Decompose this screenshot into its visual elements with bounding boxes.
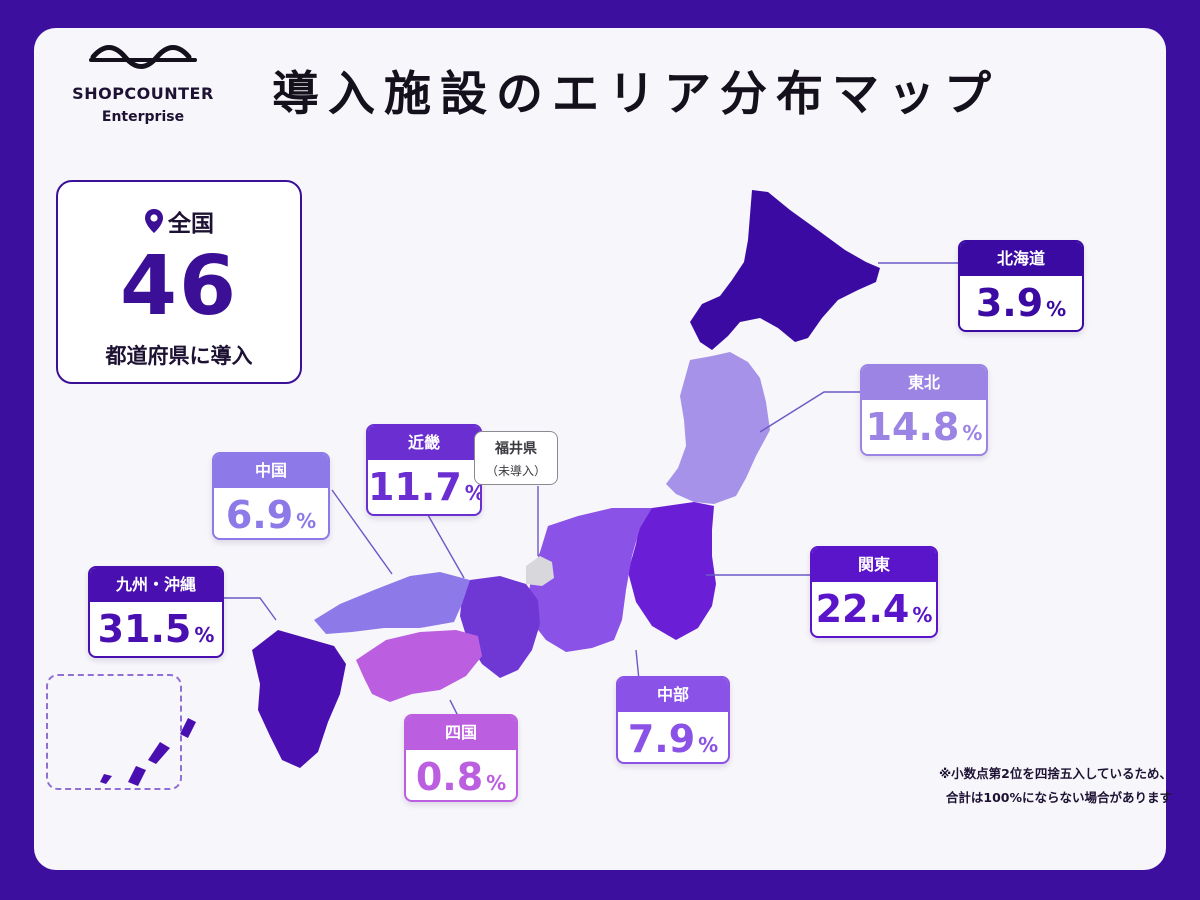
region-shape-chubu[interactable] <box>528 508 652 652</box>
region-shape-tohoku[interactable] <box>666 352 770 504</box>
region-name: 四国 <box>406 716 516 750</box>
brand-sub: Enterprise <box>101 109 185 125</box>
region-shape-kanto[interactable] <box>628 502 716 640</box>
region-shape-kyushu[interactable] <box>252 630 346 768</box>
summary-label: 全国 <box>168 211 214 237</box>
region-unit: % <box>486 771 507 795</box>
region-label-kinki[interactable]: 近畿 11.7% <box>366 424 482 516</box>
region-value: 11.7 <box>368 465 462 509</box>
region-name: 中部 <box>618 678 728 712</box>
region-label-chugoku[interactable]: 中国 6.9% <box>212 452 330 540</box>
region-label-chubu[interactable]: 中部 7.9% <box>616 676 730 764</box>
region-name: 近畿 <box>368 426 480 460</box>
page-title: 導入施設のエリア分布マップ <box>272 67 1000 122</box>
region-shape-chugoku[interactable] <box>314 572 470 634</box>
region-label-kanto[interactable]: 関東 22.4% <box>810 546 938 638</box>
region-value: 6.9 <box>225 493 294 537</box>
brand-name: SHOPCOUNTER <box>72 84 214 103</box>
region-value: 0.8 <box>415 755 484 799</box>
okinawa-islands <box>100 718 196 786</box>
region-name: 関東 <box>812 548 936 582</box>
leader-lines <box>222 262 958 721</box>
fukui-status: （未導入） <box>485 464 546 478</box>
region-name: 東北 <box>862 366 986 400</box>
summary-value: 46 <box>119 239 239 334</box>
region-label-tohoku[interactable]: 東北 14.8% <box>860 364 988 456</box>
summary-caption: 都道府県に導入 <box>105 344 253 368</box>
region-value: 31.5 <box>97 607 192 651</box>
okinawa-inset <box>46 674 182 790</box>
region-unit: % <box>465 481 480 505</box>
region-unit: % <box>1046 297 1067 321</box>
region-value: 22.4 <box>815 587 910 631</box>
footnote: ※小数点第2位を四捨五入しているため、 合計は100%にならない場合があります <box>939 762 1172 810</box>
brand-logo: SHOPCOUNTER Enterprise <box>68 40 218 125</box>
region-unit: % <box>962 421 983 445</box>
region-shape-hokkaido[interactable] <box>690 190 880 350</box>
region-value: 7.9 <box>627 717 696 761</box>
region-name: 北海道 <box>960 242 1082 276</box>
fukui-name: 福井県 <box>495 441 537 457</box>
region-shape-fukui[interactable] <box>526 556 554 586</box>
footnote-line-2: 合計は100%にならない場合があります <box>945 790 1172 805</box>
region-value: 14.8 <box>865 405 960 449</box>
region-label-kyushu[interactable]: 九州・沖縄 31.5% <box>88 566 224 658</box>
region-unit: % <box>698 733 719 757</box>
region-name: 中国 <box>214 454 328 488</box>
region-value: 3.9 <box>975 281 1044 325</box>
region-shape-shikoku[interactable] <box>356 630 482 702</box>
summary-box: 全国 46 都道府県に導入 <box>56 180 302 384</box>
fukui-callout[interactable]: 福井県 （未導入） <box>474 431 558 485</box>
region-unit: % <box>912 603 933 627</box>
region-unit: % <box>296 509 317 533</box>
region-label-hokkaido[interactable]: 北海道 3.9% <box>958 240 1084 332</box>
map-pin-icon <box>145 209 163 233</box>
footnote-line-1: ※小数点第2位を四捨五入しているため、 <box>939 766 1172 781</box>
wave-logo-icon <box>89 45 197 69</box>
region-name: 九州・沖縄 <box>90 568 222 602</box>
region-unit: % <box>194 623 215 647</box>
region-label-shikoku[interactable]: 四国 0.8% <box>404 714 518 802</box>
